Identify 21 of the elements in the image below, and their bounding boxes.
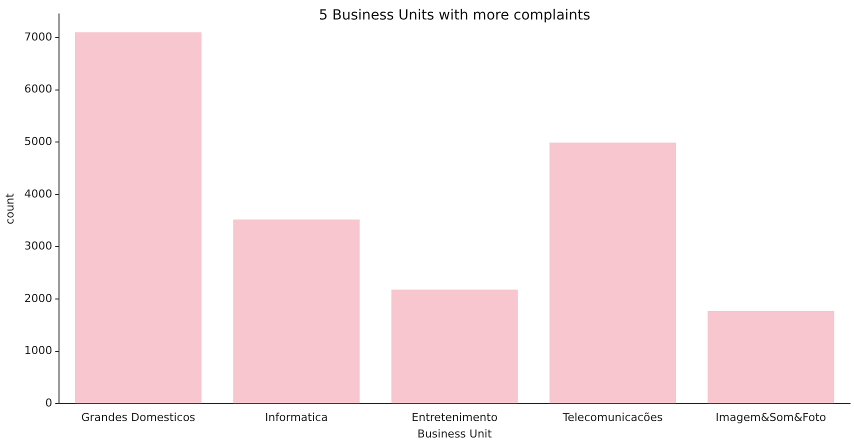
x-tick-label: Informatica	[265, 411, 328, 424]
chart-title: 5 Business Units with more complaints	[318, 8, 590, 24]
bar	[549, 142, 676, 404]
x-tick-label: Grandes Domesticos	[81, 411, 196, 424]
y-axis-title: count	[3, 192, 16, 224]
x-tick-label: Telecomunicacões	[562, 411, 664, 424]
x-axis-title: Business Unit	[417, 427, 492, 440]
y-tick-label: 5000	[24, 134, 52, 148]
bar	[233, 220, 360, 404]
x-tick-label: Entretenimento	[412, 411, 498, 424]
bar	[391, 290, 518, 404]
y-tick-label: 1000	[24, 344, 52, 358]
y-tick-label: 4000	[24, 187, 52, 200]
y-tick-label: 0	[45, 396, 52, 410]
x-tick-label: Imagem&Som&Foto	[716, 411, 826, 424]
bar	[75, 32, 202, 404]
y-tick-label: 6000	[24, 82, 52, 96]
y-tick-label: 2000	[24, 292, 52, 305]
y-tick-label: 3000	[24, 240, 52, 253]
bar	[708, 311, 834, 404]
y-tick-label: 7000	[24, 30, 52, 44]
